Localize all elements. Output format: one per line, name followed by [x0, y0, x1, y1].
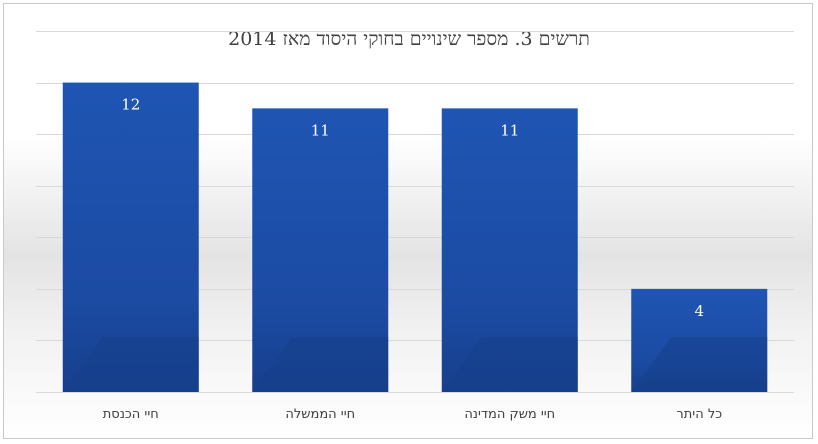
- bar-shadow: [631, 337, 768, 392]
- value-label: 4: [694, 302, 704, 320]
- chart-title: תרשים 3. מספר שינויים בחוקי היסוד מאז 20…: [228, 28, 590, 50]
- bar-shadow: [441, 337, 578, 392]
- category-labels: חיי הכנסת חיי הממשלה חיי משק המדינה כל היתר: [103, 407, 722, 422]
- category-label: חיי הממשלה: [285, 407, 355, 422]
- category-label: חיי הכנסת: [103, 407, 159, 422]
- value-label: 11: [311, 121, 330, 139]
- bar-shadow: [252, 337, 389, 392]
- value-label: 11: [500, 121, 519, 139]
- bar-shadow: [62, 337, 199, 392]
- value-label: 12: [121, 96, 140, 114]
- category-label: חיי משק המדינה: [464, 407, 555, 422]
- value-labels: 12 11 11 4: [121, 96, 704, 320]
- category-label: כל היתר: [676, 407, 722, 422]
- bars: [62, 82, 768, 393]
